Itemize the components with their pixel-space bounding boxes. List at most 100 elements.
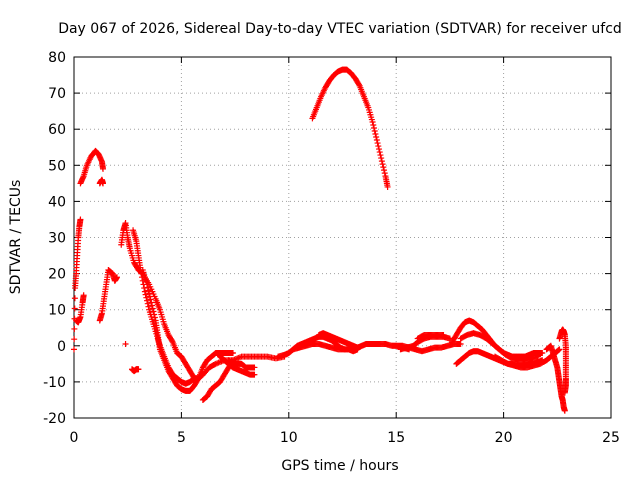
data-point — [141, 285, 148, 292]
x-axis-title: GPS time / hours — [281, 458, 398, 474]
x-tick-label: 15 — [387, 430, 405, 446]
y-tick-label: 10 — [48, 303, 66, 319]
data-point — [376, 149, 383, 156]
data-point — [77, 216, 84, 223]
data-point — [539, 350, 546, 357]
series-arc-b — [73, 292, 87, 326]
data-point — [190, 375, 197, 382]
data-point — [148, 299, 155, 306]
series-arc-z — [556, 326, 569, 396]
x-tick-labels: 0 5 10 15 20 25 — [70, 430, 620, 446]
data-point — [374, 140, 381, 147]
data-point — [561, 407, 568, 414]
data-point — [555, 347, 562, 354]
data-point — [151, 311, 158, 318]
data-point — [150, 308, 157, 315]
data-point — [378, 158, 385, 165]
data-point — [146, 290, 153, 297]
data-point — [381, 170, 388, 177]
y-tick-label: 70 — [48, 86, 66, 102]
data-point — [440, 331, 447, 338]
data-point — [377, 152, 384, 159]
series-arc-e — [96, 266, 120, 324]
data-point — [371, 128, 378, 135]
data-point — [371, 124, 378, 131]
x-tick-label: 5 — [177, 430, 186, 446]
data-point — [194, 376, 201, 383]
data-point — [141, 288, 148, 295]
data-point — [376, 146, 383, 153]
data-point — [144, 281, 151, 288]
x-tick-label: 25 — [602, 430, 620, 446]
data-point — [370, 121, 377, 128]
data-point — [229, 350, 236, 357]
data-point — [369, 118, 376, 125]
data-point — [373, 137, 380, 144]
data-point — [144, 284, 151, 291]
data-point — [139, 277, 146, 284]
x-tick-label: 0 — [70, 430, 79, 446]
data-point — [384, 183, 391, 190]
data-point — [145, 287, 152, 294]
data-point — [71, 336, 78, 343]
data-point — [561, 389, 568, 396]
data-point — [143, 294, 150, 301]
data-point — [71, 325, 78, 332]
series-arc-c — [77, 147, 106, 187]
data-point — [147, 296, 154, 303]
data-point — [375, 143, 382, 150]
data-point — [381, 167, 388, 174]
y-tick-label: 60 — [48, 122, 66, 138]
data-point — [142, 291, 149, 298]
series-arc-l — [217, 353, 258, 378]
data-point — [341, 346, 348, 353]
series-arc-g — [122, 340, 129, 347]
series-arc-v — [457, 330, 541, 364]
y-tick-label: 50 — [48, 158, 66, 174]
data-point — [122, 340, 129, 347]
data-point — [71, 346, 77, 353]
series-arc-a — [71, 216, 84, 353]
data-point — [99, 165, 106, 172]
data-point — [135, 366, 142, 373]
data-point — [372, 131, 379, 138]
data-point — [80, 292, 87, 299]
data-point — [145, 303, 152, 310]
data-point — [149, 302, 156, 309]
data-point — [71, 295, 78, 302]
data-point — [144, 300, 151, 307]
y-axis-title: SDTVAR / TECUs — [8, 180, 24, 295]
series-arc-t — [414, 331, 447, 342]
data-point — [457, 340, 464, 347]
data-point — [144, 297, 151, 304]
series-arc-q — [309, 66, 391, 190]
series-arc-m — [225, 357, 258, 371]
data-point — [534, 353, 541, 360]
x-tick-label: 20 — [495, 430, 513, 446]
data-point — [378, 155, 385, 162]
data-point — [146, 293, 153, 300]
data-point — [151, 314, 158, 321]
y-tick-label: 20 — [48, 267, 66, 283]
data-point — [379, 161, 386, 168]
y-tick-label: 30 — [48, 231, 66, 247]
y-tick-label: -20 — [43, 411, 66, 427]
data-point — [373, 134, 380, 141]
axis-ticks — [73, 56, 612, 419]
y-tick-label: -10 — [43, 375, 66, 391]
data-point — [113, 274, 120, 281]
y-tick-label: 0 — [57, 339, 66, 355]
data-points — [71, 66, 569, 414]
y-tick-label: 80 — [48, 50, 66, 66]
series-arc-h — [128, 366, 142, 375]
data-point — [251, 371, 258, 378]
data-point — [355, 81, 362, 88]
x-tick-label: 10 — [280, 430, 298, 446]
data-point — [251, 364, 258, 371]
series-arc-f — [118, 220, 288, 382]
y-tick-label: 40 — [48, 194, 66, 210]
series-arc-j — [139, 266, 236, 394]
data-point — [169, 337, 176, 344]
data-point — [380, 164, 387, 171]
